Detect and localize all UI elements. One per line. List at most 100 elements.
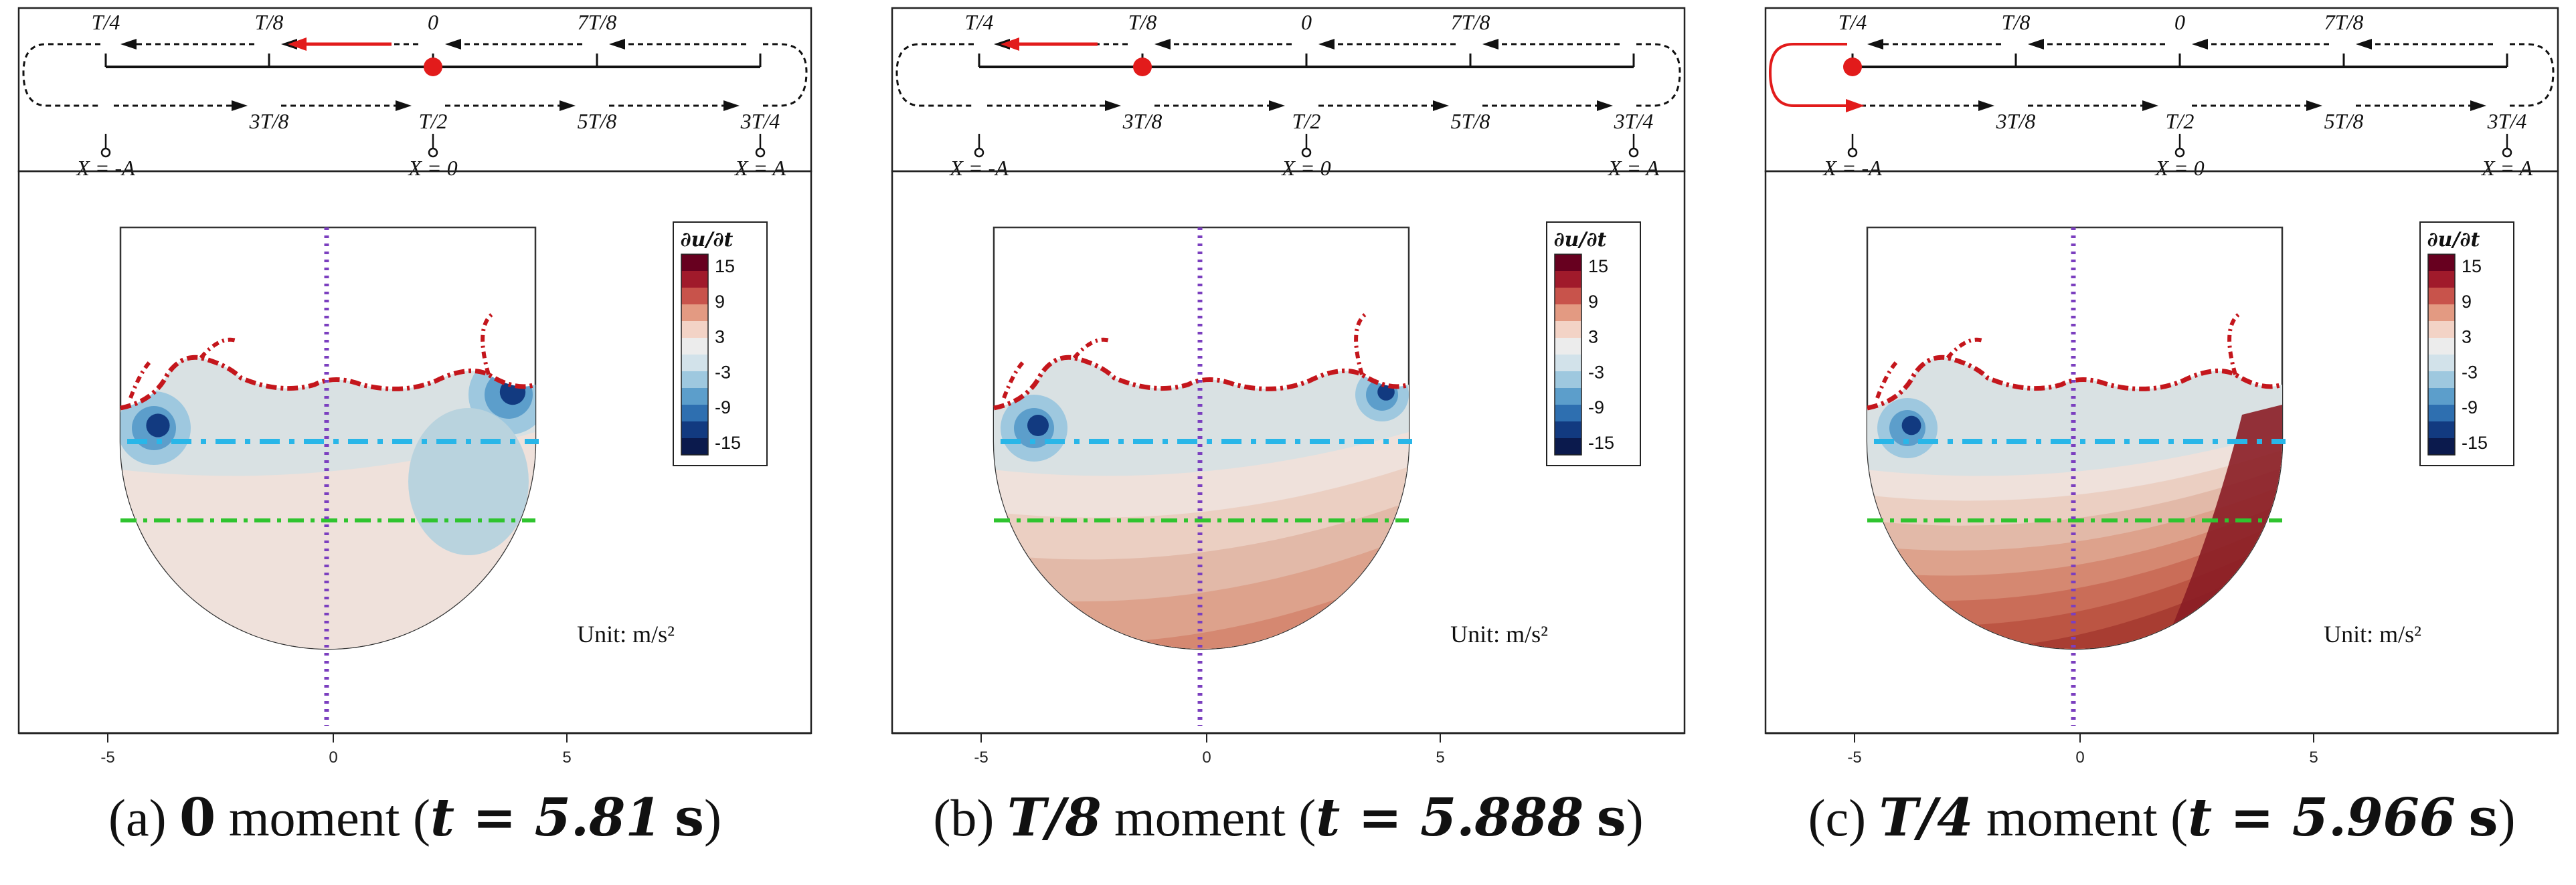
- position-label: X = -A: [1822, 156, 1882, 180]
- colorbar-tick-label: 9: [2462, 292, 2472, 312]
- arrowhead-right: [2306, 100, 2322, 111]
- splash-jet: [481, 312, 494, 375]
- x-tick-label: -5: [1847, 749, 1861, 767]
- x-tick-label: 5: [1436, 749, 1444, 767]
- position-node: [755, 147, 766, 158]
- colorbar-box: [2419, 221, 2514, 466]
- schematic-frame: [891, 7, 1686, 173]
- arrowhead-right: [1597, 100, 1613, 111]
- caption-c-time: t = 5.966: [2188, 787, 2456, 848]
- negative-pocket-core: [1027, 415, 1049, 436]
- schematic-bottom-label: 3T/4: [740, 109, 780, 133]
- arrowhead-right: [1433, 100, 1449, 111]
- schematic-bottom-label: T/2: [2166, 109, 2195, 133]
- position-label: X = A: [734, 156, 786, 180]
- red-arrowhead: [288, 37, 307, 51]
- colorbar-swatch: [681, 421, 708, 439]
- colorbar-swatch: [681, 388, 708, 405]
- arrowhead-right: [232, 100, 248, 111]
- caption-c-time-unit: s: [2468, 787, 2498, 848]
- arrowhead-left: [445, 39, 461, 50]
- unit-label: Unit: m/s²: [1450, 621, 1548, 648]
- position-node: [1301, 147, 1312, 158]
- position-marker: [424, 58, 442, 76]
- arrowhead-right: [2470, 100, 2486, 111]
- caption-b-moment-word: moment: [1114, 789, 1286, 847]
- arrowhead-left: [2356, 39, 2372, 50]
- colorbar-swatch: [2428, 355, 2455, 372]
- position-label: X = -A: [75, 156, 135, 180]
- negative-pocket-core: [1901, 415, 1921, 435]
- schematic-bottom-label: 3T/8: [249, 109, 289, 133]
- caption-c-moment-word: moment: [1986, 789, 2158, 847]
- colorbar-swatch: [2428, 304, 2455, 322]
- schematic-bottom-label: 3T/8: [1122, 109, 1163, 133]
- position-marker: [1843, 58, 1862, 76]
- colorbar-swatch: [1555, 254, 1581, 272]
- splash-jet: [1002, 359, 1026, 399]
- colorbar-swatch: [1555, 438, 1581, 456]
- colorbar-swatch: [2428, 438, 2455, 456]
- colorbar-tick-label: -3: [1588, 362, 1604, 382]
- colorbar-tick-label: 15: [1588, 256, 1608, 276]
- colorbar-swatch: [681, 438, 708, 456]
- colorbar-box: [673, 221, 768, 466]
- position-label: X = 0: [1280, 156, 1330, 180]
- schematic-frame: [17, 7, 812, 173]
- colorbar-tick-label: 9: [715, 292, 725, 312]
- schematic-top-label: T/8: [1128, 10, 1157, 34]
- colorbar-swatch: [2428, 321, 2455, 338]
- schematic-bottom-label: 5T/8: [578, 109, 617, 133]
- schematic-bottom-label: T/2: [419, 109, 448, 133]
- arrowhead-left: [609, 39, 625, 50]
- colorbar-swatch: [2428, 405, 2455, 422]
- schematic-bottom-label: 3T/4: [1614, 109, 1654, 133]
- schematic-top-label: 7T/8: [2324, 10, 2364, 34]
- colorbar-swatch: [681, 271, 708, 288]
- red-arrowhead: [1846, 99, 1865, 112]
- splash-jet: [128, 359, 153, 399]
- arrowhead-right: [1978, 100, 1994, 111]
- caption-a-time: t = 5.81: [430, 787, 662, 848]
- colorbar-title: ∂u/∂t: [681, 228, 734, 252]
- x-tick-label: 5: [2309, 749, 2318, 767]
- colorbar-swatch: [681, 321, 708, 338]
- splash-jet: [1875, 359, 1899, 399]
- schematic-top-label: 7T/8: [1451, 10, 1490, 34]
- colorbar-swatch: [1555, 405, 1581, 422]
- colorbar-swatch: [2428, 421, 2455, 439]
- arrowhead-right: [396, 100, 412, 111]
- position-label: X = A: [1607, 156, 1660, 180]
- position-node: [974, 147, 984, 158]
- splash-jet: [199, 337, 239, 359]
- colorbar-tick-label: -3: [715, 362, 731, 382]
- caption-b-time-unit: s: [1596, 787, 1626, 848]
- splash-jet: [2227, 312, 2241, 375]
- colorbar-swatch: [681, 405, 708, 422]
- colorbar-swatch: [1555, 421, 1581, 439]
- colorbar-tick-label: -9: [2462, 397, 2478, 417]
- splash-jet: [1946, 337, 1986, 359]
- schematic-top-label: T/4: [92, 10, 120, 34]
- panel-a-figure: T/4 T/8 0 7T/8 3T/8 T/2 5T/8 3T/4 X = -A X = 0 X =…: [17, 7, 812, 767]
- colorbar-tick-label: -15: [2462, 433, 2488, 453]
- x-tick-label: 0: [1202, 749, 1211, 767]
- colorbar-box: [1546, 221, 1641, 466]
- schematic-bottom-label: 3T/4: [2487, 109, 2527, 133]
- x-tick-label: -5: [974, 749, 988, 767]
- schematic-top-label: 0: [428, 10, 438, 34]
- schematic-bottom-label: 3T/8: [1996, 109, 2036, 133]
- position-label: X = -A: [948, 156, 1009, 180]
- colorbar-swatch: [1555, 388, 1581, 405]
- colorbar-swatch: [681, 254, 708, 272]
- schematic-top-label: 7T/8: [578, 10, 617, 34]
- right-turn-loop: [2510, 43, 2555, 107]
- caption-b-label: (b): [933, 789, 995, 847]
- colorbar-swatch: [2428, 371, 2455, 389]
- caption-b-time: t = 5.888: [1316, 787, 1584, 848]
- position-label: X = 0: [2154, 156, 2204, 180]
- colorbar-swatch: [2428, 288, 2455, 305]
- colorbar-swatch: [1555, 371, 1581, 389]
- position-node: [2174, 147, 2185, 158]
